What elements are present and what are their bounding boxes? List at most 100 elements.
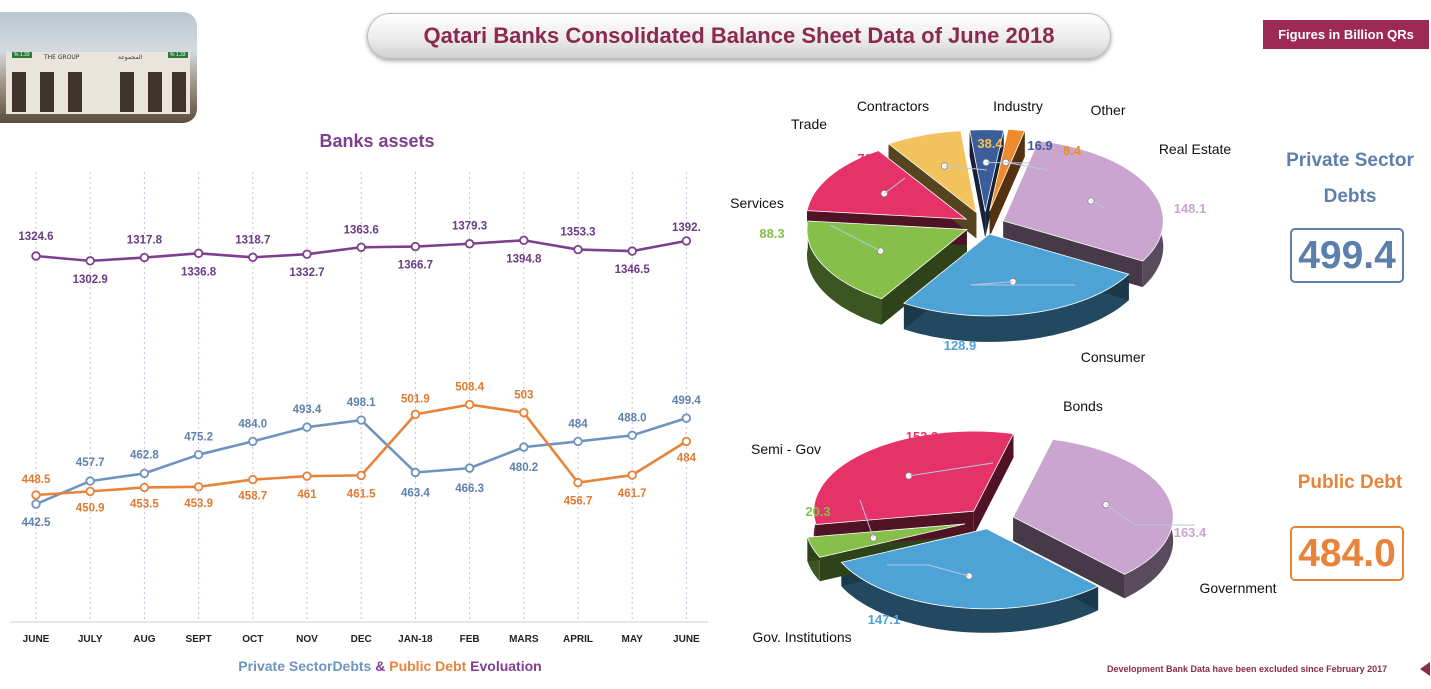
pie-slice-side	[841, 562, 1099, 633]
private-sector-total: 499.4	[1290, 228, 1404, 283]
building-window	[68, 72, 82, 112]
public-debt-point	[356, 470, 366, 481]
bank-building-photo: % 1.33 % 1.33 THE GROUP المجموعة	[0, 12, 197, 123]
public-debt-total: 484.0	[1290, 526, 1404, 581]
assets-point	[85, 256, 95, 266]
public-debt-data-label: 501.9	[401, 393, 430, 405]
pie-category-label: Contractors	[857, 98, 929, 114]
public-debt-data-label: 484	[677, 452, 697, 464]
pie-value-label: 163.4	[1174, 525, 1207, 540]
caption-private-part: Private SectorDebts	[238, 658, 371, 674]
pie-category-label: Semi - Gov	[751, 441, 821, 457]
public-debt-point	[139, 482, 150, 493]
assets-point	[139, 252, 150, 263]
footnote: Development Bank Data have been excluded…	[1107, 664, 1388, 674]
assets-point	[193, 248, 204, 258]
public-debt-point	[248, 474, 258, 485]
pie-slice-industry	[969, 129, 1005, 212]
ticker-left: % 1.33	[12, 52, 32, 58]
pie-value-label: 128.9	[944, 338, 977, 353]
private-debt-point	[248, 436, 258, 447]
public-debt-data-label: 461.5	[347, 488, 376, 500]
private-debt-point	[573, 436, 583, 447]
assets-data-label: 1336.8	[181, 266, 217, 278]
x-tick-label: JUNE	[23, 634, 50, 645]
pie-slice-government	[1012, 438, 1174, 575]
pie-slice-semi-gov	[806, 523, 966, 558]
building-sign-left: THE GROUP	[44, 54, 80, 61]
pie-slice-other	[989, 128, 1026, 212]
pie-slice-wall	[989, 130, 1025, 237]
x-axis-tick-labels: JUNE JULY AUG SEPT OCT NOV DEC JAN-18 FEB MARS APR…	[23, 634, 700, 645]
pie-slice-wall	[1013, 516, 1125, 599]
public-debt-point	[302, 471, 312, 481]
building-window	[120, 72, 134, 112]
public-debt-data-label: 461	[297, 489, 317, 501]
assets-point	[248, 252, 258, 263]
private-debt-point	[464, 463, 475, 473]
pie-value-label: 20.3	[805, 504, 830, 519]
pie-category-label: Consumer	[1081, 349, 1146, 365]
pie-slice-wall	[973, 433, 1014, 536]
pie-slice-side	[807, 221, 882, 325]
assets-data-label: 1324.6	[18, 231, 53, 243]
assets-point	[681, 236, 692, 246]
assets-point	[356, 242, 366, 252]
public-debt-point	[464, 399, 475, 410]
pie-category-label: Trade	[791, 116, 827, 132]
private-debt-data-label: 493.4	[293, 404, 322, 416]
public-debt-point	[193, 482, 204, 492]
x-tick-label: JAN-18	[398, 634, 433, 645]
pie-value-label: 147.1	[868, 612, 901, 627]
pie-value-label: 16.9	[1027, 138, 1052, 153]
private-debt-data-label: 484.0	[238, 418, 267, 430]
caption-and-part: &	[371, 658, 389, 674]
page-title-pill: Qatari Banks Consolidated Balance Sheet …	[367, 13, 1111, 59]
assets-chart-title: Banks assets	[319, 131, 434, 151]
public-debt-data-label: 503	[514, 390, 533, 402]
assets-data-label: 1394.8	[506, 253, 542, 265]
footnote-arrow-icon	[1420, 662, 1430, 676]
private-debt-point	[519, 442, 529, 452]
leader-line	[1090, 200, 1106, 209]
x-tick-label: APRIL	[563, 634, 593, 645]
pie-category-label: Industry	[993, 98, 1043, 114]
private-debt-data-label: 480.2	[509, 462, 538, 474]
pie-slice-contractors	[887, 130, 977, 214]
leader-line	[944, 165, 988, 171]
debt-chart-caption: Private SectorDebts & Public Debt Evolua…	[238, 658, 541, 674]
assets-point	[302, 249, 312, 259]
private-sector-title-line2: Debts	[1323, 186, 1377, 207]
assets-point	[573, 244, 583, 255]
public-debt-point	[410, 409, 421, 420]
pie-slice-side	[903, 274, 1129, 342]
building-window	[12, 72, 26, 112]
pie-value-label: 153.3	[906, 429, 939, 444]
pie-value-label: 8.4	[1063, 143, 1082, 158]
private-sector-title-line1: Private Sector	[1286, 150, 1414, 171]
assets-data-label: 1346.5	[615, 264, 651, 276]
pie-slice-bonds	[813, 430, 1015, 525]
public-debt-pie-labels: Government 163.4 Gov. Institutions 147.1 Sem…	[751, 398, 1277, 645]
assets-point	[519, 235, 529, 245]
public-debt-data-label: 456.7	[564, 496, 593, 508]
private-debt-point	[139, 468, 150, 479]
private-sector-pie	[806, 128, 1164, 342]
private-debt-point	[193, 449, 204, 460]
pie-category-label: Services	[730, 195, 784, 211]
pie-category-label: Gov. Institutions	[752, 629, 851, 645]
building-sign-right: المجموعة	[118, 54, 143, 61]
x-tick-label: NOV	[296, 634, 318, 645]
assets-data-label: 1332.7	[289, 267, 324, 279]
caption-public-part: Public Debt	[389, 658, 466, 674]
public-debt-point	[31, 490, 41, 500]
private-debt-point	[356, 415, 366, 425]
assets-data-label: 1302.9	[73, 274, 108, 286]
pie-slice-wall	[969, 130, 986, 238]
private-debt-data-label: 488.0	[618, 412, 647, 424]
assets-data-label: 1363.6	[344, 224, 379, 236]
x-tick-label: JULY	[78, 634, 103, 645]
leader-line	[1005, 161, 1049, 171]
private-debt-data-label: 462.8	[130, 449, 159, 461]
private-sector-title: Private Sector Debts	[1270, 143, 1430, 215]
